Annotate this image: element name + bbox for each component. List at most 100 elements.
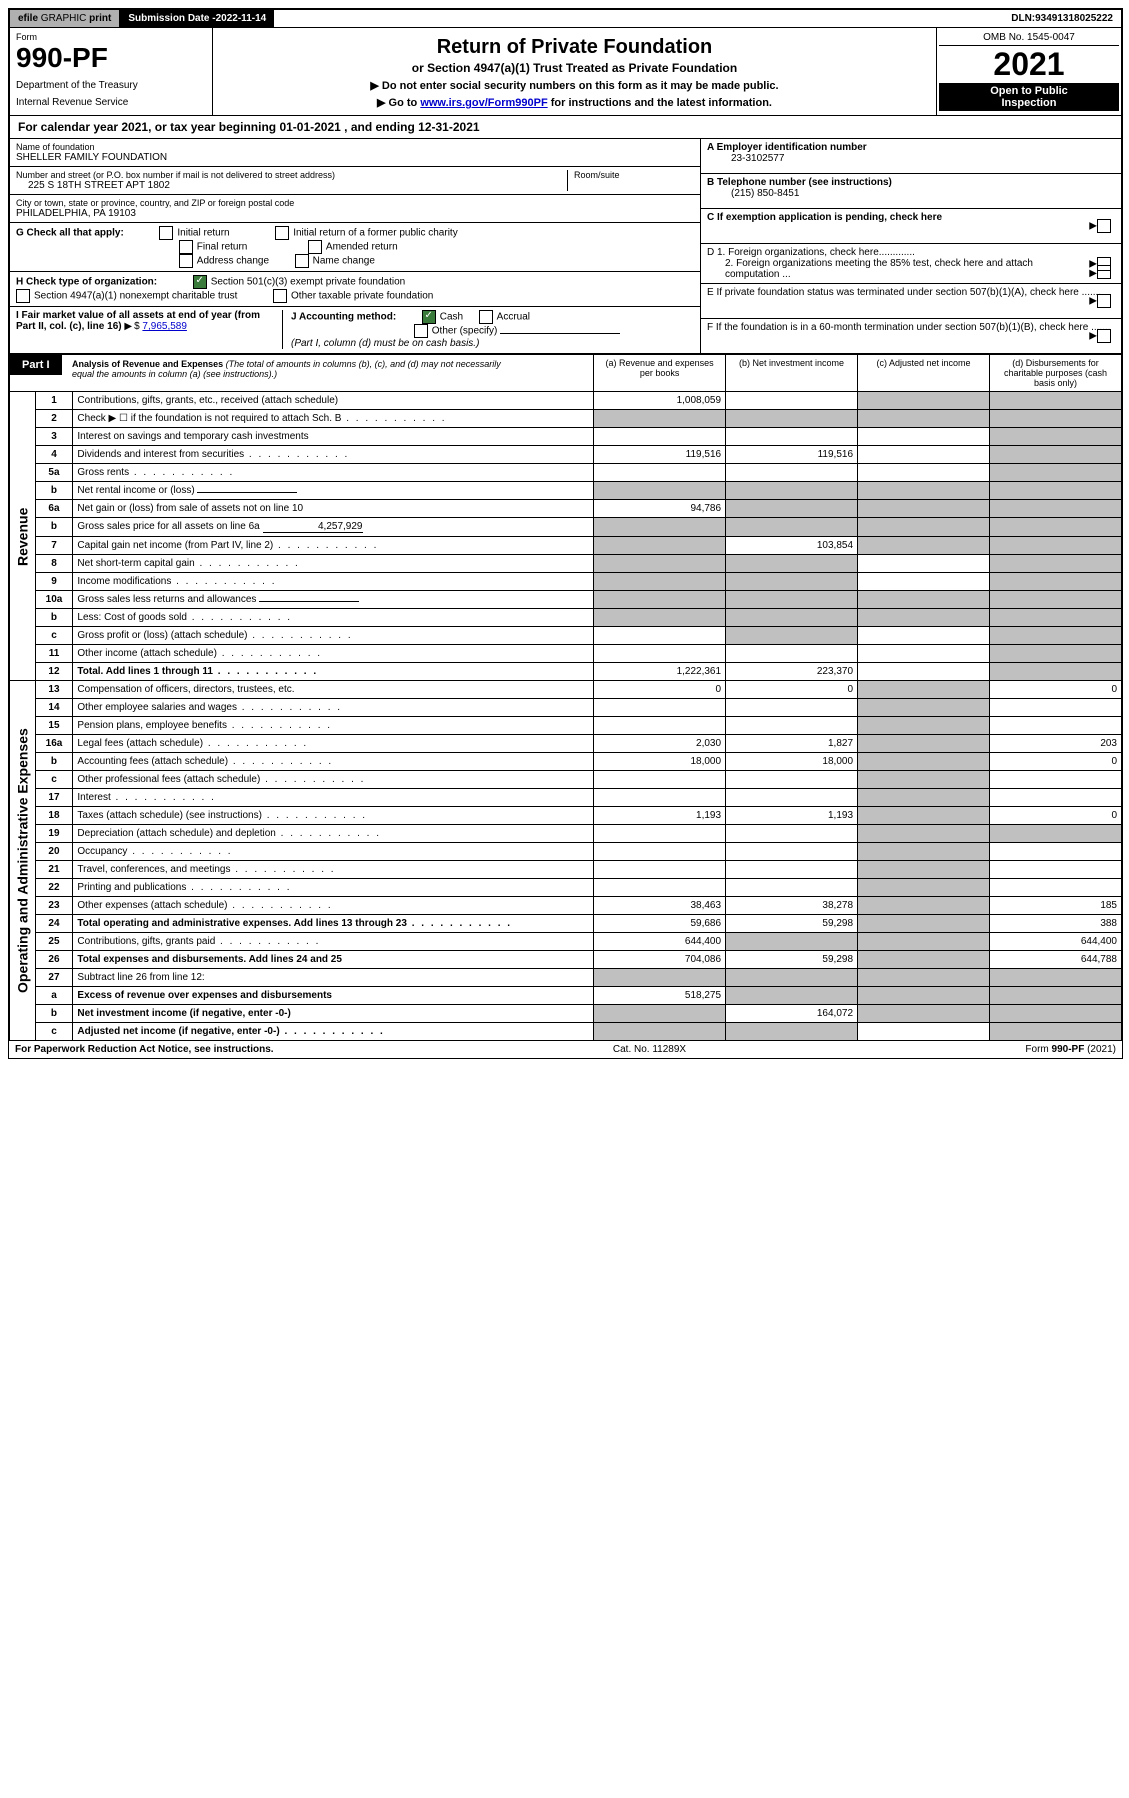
checkbox-4947[interactable]: [16, 289, 30, 303]
cell-col-d: [989, 537, 1121, 555]
g-amended-label: Amended return: [326, 242, 398, 253]
line-description: Income modifications: [73, 573, 594, 591]
checkbox-f[interactable]: [1097, 329, 1111, 343]
cell-col-c: [858, 753, 990, 771]
table-row: 25Contributions, gifts, grants paid644,4…: [10, 933, 1122, 951]
form-header: Form 990-PF Department of the Treasury I…: [9, 28, 1122, 116]
col-c-header: (c) Adjusted net income: [858, 355, 990, 392]
entity-info-grid: Name of foundation SHELLER FAMILY FOUNDA…: [9, 139, 1122, 354]
checkbox-e[interactable]: [1097, 294, 1111, 308]
page-footer: For Paperwork Reduction Act Notice, see …: [9, 1041, 1122, 1058]
line-description: Interest on savings and temporary cash i…: [73, 428, 594, 446]
irs-link[interactable]: www.irs.gov/Form990PF: [420, 97, 547, 109]
checkbox-other-taxable[interactable]: [273, 289, 287, 303]
expenses-side-label: Operating and Administrative Expenses: [10, 681, 36, 1041]
line-number: 5a: [35, 464, 73, 482]
cell-col-c: [858, 573, 990, 591]
cell-col-d: [989, 1023, 1121, 1041]
checkbox-initial-former[interactable]: [275, 226, 289, 240]
cell-col-a: 18,000: [594, 753, 726, 771]
checkbox-cash[interactable]: [422, 310, 436, 324]
cell-col-a: [594, 843, 726, 861]
arrow-icon: [124, 321, 134, 332]
line-number: c: [35, 627, 73, 645]
line-description: Contributions, gifts, grants, etc., rece…: [73, 392, 594, 410]
line-number: 1: [35, 392, 73, 410]
table-row: 27Subtract line 26 from line 12:: [10, 969, 1122, 987]
cell-col-d: [989, 879, 1121, 897]
cell-col-c: [858, 771, 990, 789]
checkbox-name-change[interactable]: [295, 254, 309, 268]
table-row: 6aNet gain or (loss) from sale of assets…: [10, 500, 1122, 518]
table-row: 19Depreciation (attach schedule) and dep…: [10, 825, 1122, 843]
cell-col-c: [858, 969, 990, 987]
cell-col-b: [726, 464, 858, 482]
checkbox-address-change[interactable]: [179, 254, 193, 268]
cell-col-a: 38,463: [594, 897, 726, 915]
checkbox-c[interactable]: [1097, 219, 1111, 233]
table-row: bAccounting fees (attach schedule)18,000…: [10, 753, 1122, 771]
address-cell: Number and street (or P.O. box number if…: [10, 167, 700, 195]
cell-col-a: 1,193: [594, 807, 726, 825]
e-label: E If private foundation status was termi…: [707, 287, 1101, 298]
cell-col-b: [726, 573, 858, 591]
line-number: 16a: [35, 735, 73, 753]
table-row: aExcess of revenue over expenses and dis…: [10, 987, 1122, 1005]
cell-col-d: 0: [989, 681, 1121, 699]
open-public-box: Open to Public Inspection: [939, 83, 1119, 111]
room-label: Room/suite: [574, 170, 694, 180]
line-number: a: [35, 987, 73, 1005]
fair-market-value[interactable]: 7,965,589: [142, 321, 187, 332]
table-row: 7Capital gain net income (from Part IV, …: [10, 537, 1122, 555]
line-description: Printing and publications: [73, 879, 594, 897]
submission-date: 2022-11-14: [216, 13, 267, 24]
cell-col-d: [989, 771, 1121, 789]
cell-col-a: [594, 464, 726, 482]
cell-col-b: [726, 1023, 858, 1041]
line-description: Gross rents: [73, 464, 594, 482]
table-row: 22Printing and publications: [10, 879, 1122, 897]
section-g-row: G Check all that apply: Initial return I…: [10, 223, 700, 272]
cell-col-a: [594, 518, 726, 537]
checkbox-501c3[interactable]: [193, 275, 207, 289]
table-row: bNet rental income or (loss): [10, 482, 1122, 500]
checkbox-final-return[interactable]: [179, 240, 193, 254]
cell-col-b: [726, 771, 858, 789]
submission-label: Submission Date -: [128, 13, 215, 24]
line-description: Check ▶ ☐ if the foundation is not requi…: [73, 410, 594, 428]
cell-col-d: [989, 555, 1121, 573]
line-number: 3: [35, 428, 73, 446]
checkbox-accrual[interactable]: [479, 310, 493, 324]
checkbox-initial-return[interactable]: [159, 226, 173, 240]
header-right: OMB No. 1545-0047 2021 Open to Public In…: [936, 28, 1121, 115]
cell-col-a: 119,516: [594, 446, 726, 464]
checkbox-amended[interactable]: [308, 240, 322, 254]
cell-col-d: [989, 699, 1121, 717]
ein-cell: A Employer identification number 23-3102…: [701, 139, 1121, 174]
checkbox-other-method[interactable]: [414, 324, 428, 338]
line-number: 9: [35, 573, 73, 591]
cell-col-a: [594, 555, 726, 573]
submission-date-box: Submission Date - 2022-11-14: [120, 10, 274, 27]
cell-col-d: 0: [989, 753, 1121, 771]
form-subtitle: or Section 4947(a)(1) Trust Treated as P…: [219, 61, 930, 75]
cell-col-d: 388: [989, 915, 1121, 933]
line-number: 4: [35, 446, 73, 464]
line-description: Subtract line 26 from line 12:: [73, 969, 594, 987]
line-description: Contributions, gifts, grants paid: [73, 933, 594, 951]
part1-header-row: Part I Analysis of Revenue and Expenses …: [10, 355, 1122, 392]
open-label-2: Inspection: [941, 97, 1117, 109]
checkbox-d2[interactable]: [1097, 265, 1111, 279]
cell-col-b: [726, 627, 858, 645]
cell-col-d: [989, 410, 1121, 428]
table-row: 2Check ▶ ☐ if the foundation is not requ…: [10, 410, 1122, 428]
cell-col-a: [594, 591, 726, 609]
line-number: 12: [35, 663, 73, 681]
cell-col-d: [989, 789, 1121, 807]
cell-col-c: [858, 951, 990, 969]
cell-col-b: 38,278: [726, 897, 858, 915]
cell-col-c: [858, 681, 990, 699]
line-number: 21: [35, 861, 73, 879]
efile-button[interactable]: efile GRAPHIC print: [10, 10, 120, 27]
table-row: Operating and Administrative Expenses13C…: [10, 681, 1122, 699]
